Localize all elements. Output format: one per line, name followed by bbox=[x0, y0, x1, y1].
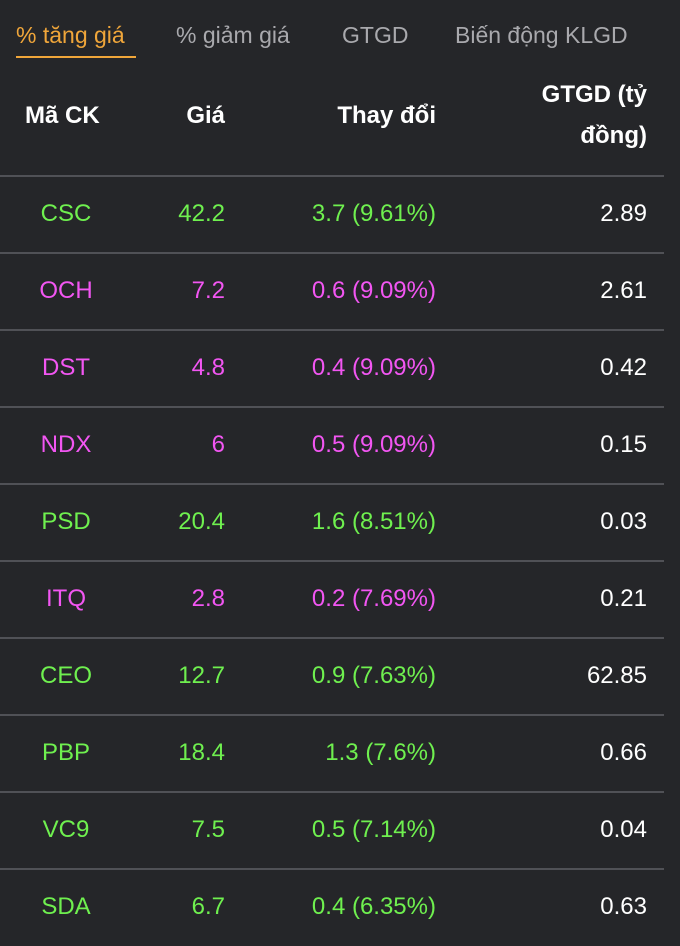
trading-value: 62.85 bbox=[586, 662, 647, 689]
stock-code: SDA bbox=[41, 893, 91, 920]
stock-code: NDX bbox=[40, 431, 92, 458]
table-row[interactable]: CEO 12.7 0.9 (7.63%) 62.85 bbox=[0, 637, 680, 714]
header-value-line1[interactable]: GTGD (tỷ bbox=[541, 81, 647, 108]
table-row[interactable]: PBP 18.4 1.3 (7.6%) 0.66 bbox=[0, 714, 680, 791]
stock-code: CSC bbox=[40, 200, 92, 227]
active-tab-indicator bbox=[16, 56, 136, 58]
trading-value: 0.42 bbox=[600, 354, 647, 381]
stock-change: 3.7 (9.61%) bbox=[311, 200, 436, 227]
header-code[interactable]: Mã CK bbox=[25, 102, 100, 129]
table-row[interactable]: OCH 7.2 0.6 (9.09%) 2.61 bbox=[0, 252, 680, 329]
tab-volume-change[interactable]: Biến động KLGD bbox=[455, 22, 628, 48]
stock-price: 18.4 bbox=[178, 739, 225, 766]
header-value-line2[interactable]: đồng) bbox=[580, 122, 647, 149]
stock-code: VC9 bbox=[42, 816, 90, 843]
trading-value: 0.21 bbox=[600, 585, 647, 612]
stock-code: CEO bbox=[39, 662, 92, 689]
stock-price: 7.5 bbox=[191, 816, 225, 843]
stock-price: 20.4 bbox=[178, 508, 225, 535]
header-change[interactable]: Thay đổi bbox=[337, 102, 436, 129]
header-price[interactable]: Giá bbox=[186, 102, 225, 129]
trading-value: 0.66 bbox=[600, 739, 647, 766]
stock-price: 12.7 bbox=[178, 662, 225, 689]
stock-price: 6.7 bbox=[191, 893, 225, 920]
tab-top-gainers[interactable]: % tăng giá bbox=[16, 22, 125, 48]
stock-table-body: CSC 42.2 3.7 (9.61%) 2.89 OCH 7.2 0.6 (9.09%) 2… bbox=[0, 175, 680, 946]
stock-change: 0.5 (7.14%) bbox=[311, 816, 436, 843]
trading-value: 2.89 bbox=[600, 200, 647, 227]
trading-value: 0.63 bbox=[600, 893, 647, 920]
table-row[interactable]: VC9 7.5 0.5 (7.14%) 0.04 bbox=[0, 791, 680, 868]
trading-value: 2.61 bbox=[600, 277, 647, 304]
table-header: Mã CK Giá Thay đổi GTGD (tỷ đồng) bbox=[0, 62, 680, 176]
tab-top-losers[interactable]: % giảm giá bbox=[176, 22, 290, 48]
stock-code: PBP bbox=[41, 739, 91, 766]
stock-change: 0.4 (9.09%) bbox=[311, 354, 436, 381]
stock-price: 6 bbox=[211, 431, 225, 458]
table-row[interactable]: CSC 42.2 3.7 (9.61%) 2.89 bbox=[0, 175, 680, 252]
stock-code: OCH bbox=[39, 277, 93, 304]
trading-value: 0.03 bbox=[600, 508, 647, 535]
table-row[interactable]: PSD 20.4 1.6 (8.51%) 0.03 bbox=[0, 483, 680, 560]
stock-code: PSD bbox=[41, 508, 91, 535]
table-row[interactable]: DST 4.8 0.4 (9.09%) 0.42 bbox=[0, 329, 680, 406]
stock-code: DST bbox=[42, 354, 90, 381]
stock-change: 0.2 (7.69%) bbox=[311, 585, 436, 612]
stock-price: 7.2 bbox=[191, 277, 225, 304]
tab-bar: % tăng giá % giảm giá GTGD Biến động KLG… bbox=[0, 0, 680, 62]
stock-change: 0.5 (9.09%) bbox=[311, 431, 436, 458]
trading-value: 0.04 bbox=[600, 816, 647, 843]
stock-price: 4.8 bbox=[191, 354, 225, 381]
stock-change: 1.6 (8.51%) bbox=[311, 508, 436, 535]
stock-change: 0.4 (6.35%) bbox=[311, 893, 436, 920]
stock-change: 0.9 (7.63%) bbox=[311, 662, 436, 689]
tab-trading-value[interactable]: GTGD bbox=[342, 22, 409, 48]
stock-change: 1.3 (7.6%) bbox=[325, 739, 436, 766]
table-row[interactable]: ITQ 2.8 0.2 (7.69%) 0.21 bbox=[0, 560, 680, 637]
stock-price: 42.2 bbox=[178, 200, 225, 227]
table-row[interactable]: SDA 6.7 0.4 (6.35%) 0.63 bbox=[0, 868, 680, 945]
trading-value: 0.15 bbox=[600, 431, 647, 458]
stock-code: ITQ bbox=[46, 585, 86, 612]
stock-price: 2.8 bbox=[191, 585, 225, 612]
stock-change: 0.6 (9.09%) bbox=[311, 277, 436, 304]
table-row[interactable]: NDX 6 0.5 (9.09%) 0.15 bbox=[0, 406, 680, 483]
